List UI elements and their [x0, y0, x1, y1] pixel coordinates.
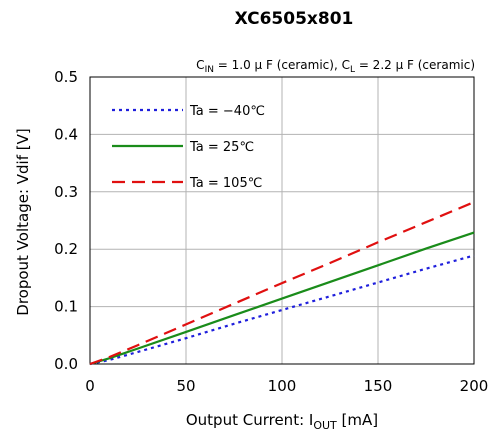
legend-label: Ta = −40℃ [189, 104, 265, 119]
y-tick-labels: 0.0 0.1 0.2 0.3 0.4 0.5 [54, 68, 78, 373]
series-line-1 [89, 254, 475, 366]
test-conditions: CIN = 1.0 μ F (ceramic), CL = 2.2 μ F (c… [196, 58, 475, 75]
y-tick-label: 0.3 [54, 183, 78, 201]
x-tick-labels: 0 50 100 150 200 [85, 377, 488, 395]
y-tick-label: 0.0 [54, 355, 78, 373]
series-lines [89, 201, 475, 366]
chart-title: XC6505x801 [235, 9, 354, 29]
y-tick-label: 0.4 [54, 125, 78, 143]
series-line-2 [89, 231, 475, 366]
series-line-3 [89, 201, 475, 366]
x-tick-label: 150 [364, 377, 393, 395]
y-tick-label: 0.5 [54, 68, 78, 86]
x-axis-label: Output Current: IOUT [mA] [186, 411, 378, 432]
legend: Ta = −40℃ Ta = 25℃ Ta = 105℃ [112, 104, 265, 191]
legend-label: Ta = 25℃ [189, 140, 254, 155]
grid [90, 77, 474, 364]
y-tick-label: 0.1 [54, 298, 78, 316]
x-tick-label: 50 [176, 377, 195, 395]
x-tick-label: 0 [85, 377, 95, 395]
x-tick-label: 100 [268, 377, 297, 395]
y-axis-label: Dropout Voltage: Vdif [V] [14, 128, 32, 315]
y-tick-label: 0.2 [54, 240, 78, 258]
legend-label: Ta = 105℃ [189, 176, 262, 191]
plot-frame [89, 76, 475, 365]
x-tick-label: 200 [460, 377, 489, 395]
